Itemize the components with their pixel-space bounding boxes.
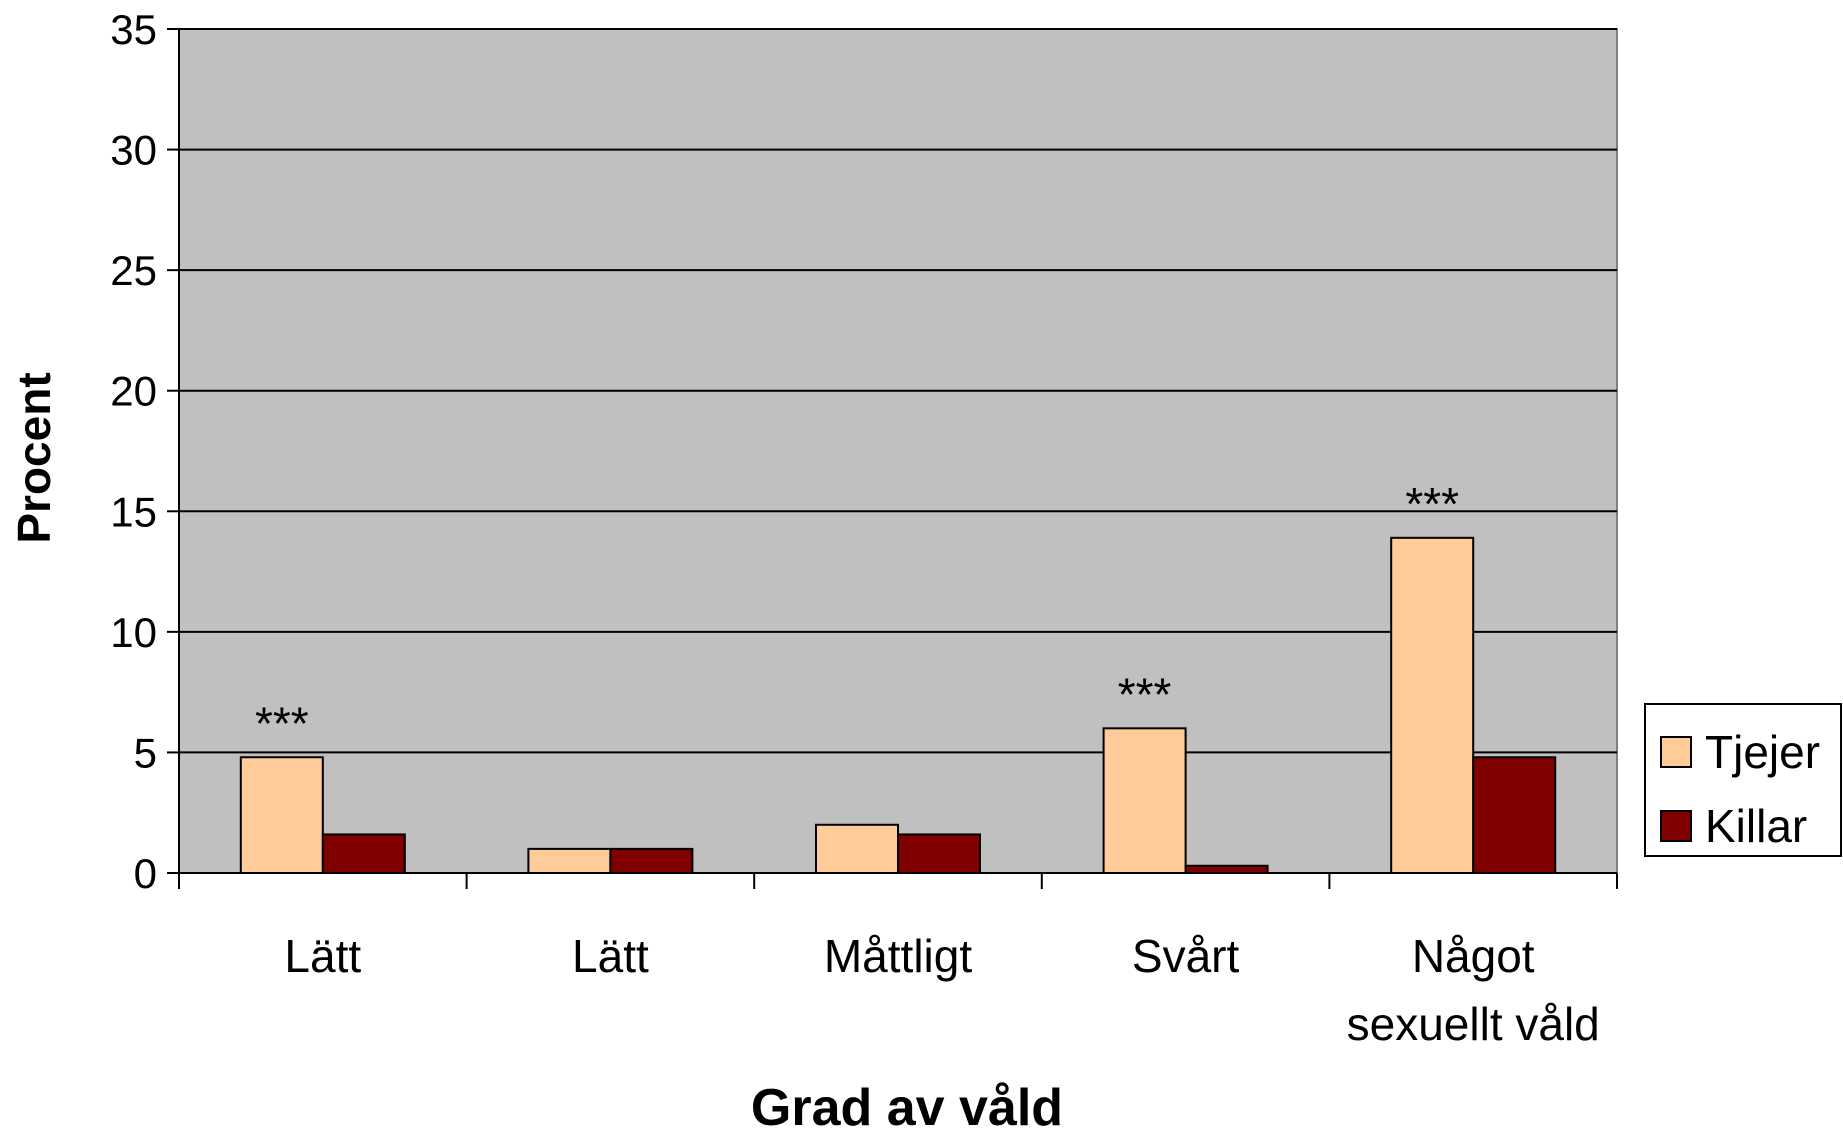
x-tick-label: Något sexuellt våld — [1347, 930, 1600, 1050]
bar — [239, 756, 324, 874]
plot-area — [178, 28, 1618, 874]
x-axis-title: Grad av våld — [751, 1079, 1063, 1137]
x-tick-label-line: Något — [1412, 930, 1535, 982]
legend-label: Killar — [1705, 800, 1807, 852]
x-tick-label: Lätt — [572, 930, 649, 982]
y-axis-title: Procent — [8, 372, 60, 543]
y-tick-label: 10 — [110, 609, 157, 656]
x-tick-label: Lätt — [284, 930, 361, 982]
bar — [897, 833, 981, 874]
annotation: *** — [255, 697, 309, 749]
bar — [1472, 756, 1557, 874]
bar — [1184, 864, 1269, 874]
x-tick-label-line: sexuellt våld — [1347, 998, 1600, 1050]
annotation: *** — [1405, 478, 1459, 530]
x-tick-label: Måttligt — [824, 930, 972, 982]
bar — [527, 847, 612, 875]
bar — [609, 847, 694, 875]
legend-label: Tjejer — [1705, 726, 1820, 778]
bar — [815, 823, 899, 874]
y-tick-label: 30 — [110, 127, 157, 174]
y-tick-label: 35 — [110, 6, 157, 53]
annotation: *** — [1118, 668, 1172, 720]
legend-swatch — [1660, 810, 1692, 842]
y-tick-label: 5 — [134, 729, 157, 776]
legend-swatch — [1660, 736, 1692, 768]
y-tick-label: 15 — [110, 488, 157, 535]
y-tick-label: 20 — [110, 368, 157, 415]
x-tick-label: Svårt — [1132, 930, 1240, 982]
y-tick-label: 0 — [134, 850, 157, 897]
bar — [321, 833, 406, 874]
bar — [1390, 536, 1475, 874]
bar — [1102, 727, 1187, 874]
y-tick-label: 25 — [110, 247, 157, 294]
